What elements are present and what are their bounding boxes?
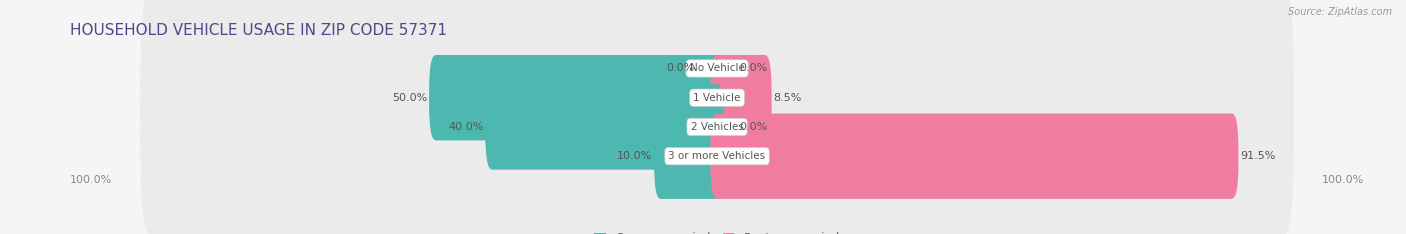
- Text: 0.0%: 0.0%: [740, 122, 768, 132]
- Text: 1 Vehicle: 1 Vehicle: [693, 93, 741, 103]
- Text: HOUSEHOLD VEHICLE USAGE IN ZIP CODE 57371: HOUSEHOLD VEHICLE USAGE IN ZIP CODE 5737…: [70, 23, 447, 38]
- FancyBboxPatch shape: [654, 113, 724, 199]
- Text: 40.0%: 40.0%: [449, 122, 484, 132]
- FancyBboxPatch shape: [429, 55, 724, 140]
- Legend: Owner-occupied, Renter-occupied: Owner-occupied, Renter-occupied: [589, 227, 845, 234]
- FancyBboxPatch shape: [141, 0, 1294, 152]
- Text: 8.5%: 8.5%: [773, 93, 801, 103]
- FancyBboxPatch shape: [141, 43, 1294, 211]
- Text: 10.0%: 10.0%: [617, 151, 652, 161]
- FancyBboxPatch shape: [485, 84, 724, 170]
- FancyBboxPatch shape: [141, 73, 1294, 234]
- Text: 0.0%: 0.0%: [666, 63, 695, 73]
- Text: No Vehicle: No Vehicle: [689, 63, 745, 73]
- FancyBboxPatch shape: [710, 113, 1239, 199]
- Text: 0.0%: 0.0%: [740, 63, 768, 73]
- Text: Source: ZipAtlas.com: Source: ZipAtlas.com: [1288, 7, 1392, 17]
- Text: 2 Vehicles: 2 Vehicles: [690, 122, 744, 132]
- Text: 50.0%: 50.0%: [392, 93, 427, 103]
- Text: 3 or more Vehicles: 3 or more Vehicles: [668, 151, 766, 161]
- FancyBboxPatch shape: [141, 14, 1294, 181]
- FancyBboxPatch shape: [710, 55, 772, 140]
- Text: 100.0%: 100.0%: [70, 175, 112, 185]
- Text: 100.0%: 100.0%: [1322, 175, 1364, 185]
- Text: 91.5%: 91.5%: [1240, 151, 1275, 161]
